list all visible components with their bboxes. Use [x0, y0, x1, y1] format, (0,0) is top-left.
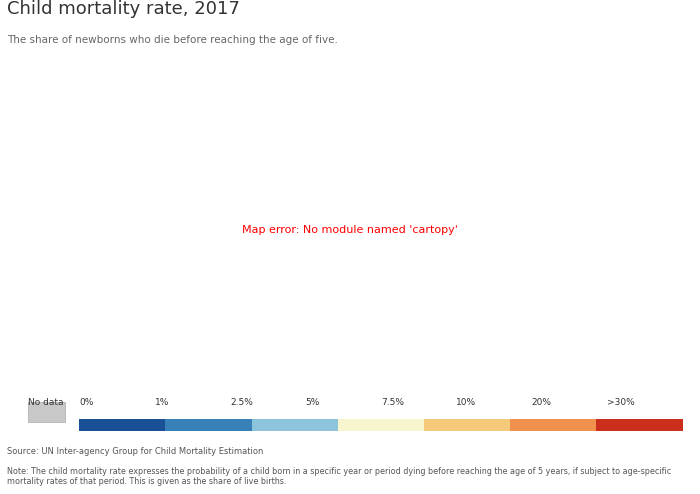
Text: 10%: 10%	[456, 398, 477, 407]
Text: 0%: 0%	[79, 398, 93, 407]
Bar	[596, 419, 682, 431]
Text: 1%: 1%	[155, 398, 169, 407]
Text: Note: The child mortality rate expresses the probability of a child born in a sp: Note: The child mortality rate expresses…	[7, 467, 671, 486]
Bar	[424, 419, 510, 431]
Bar	[510, 419, 596, 431]
Text: 7.5%: 7.5%	[381, 398, 404, 407]
Text: Source: UN Inter-agency Group for Child Mortality Estimation: Source: UN Inter-agency Group for Child …	[7, 447, 263, 456]
Bar	[165, 419, 251, 431]
Bar	[251, 419, 337, 431]
Text: 20%: 20%	[532, 398, 552, 407]
Bar	[27, 402, 65, 422]
Text: 5%: 5%	[305, 398, 320, 407]
Text: The share of newborns who die before reaching the age of five.: The share of newborns who die before rea…	[7, 36, 338, 45]
Text: Child mortality rate, 2017: Child mortality rate, 2017	[7, 0, 240, 18]
Text: >30%: >30%	[608, 398, 635, 407]
Text: Map error: No module named 'cartopy': Map error: No module named 'cartopy'	[242, 225, 458, 235]
Bar	[337, 419, 424, 431]
Bar	[79, 419, 165, 431]
Text: No data: No data	[27, 398, 63, 407]
Text: 2.5%: 2.5%	[230, 398, 253, 407]
